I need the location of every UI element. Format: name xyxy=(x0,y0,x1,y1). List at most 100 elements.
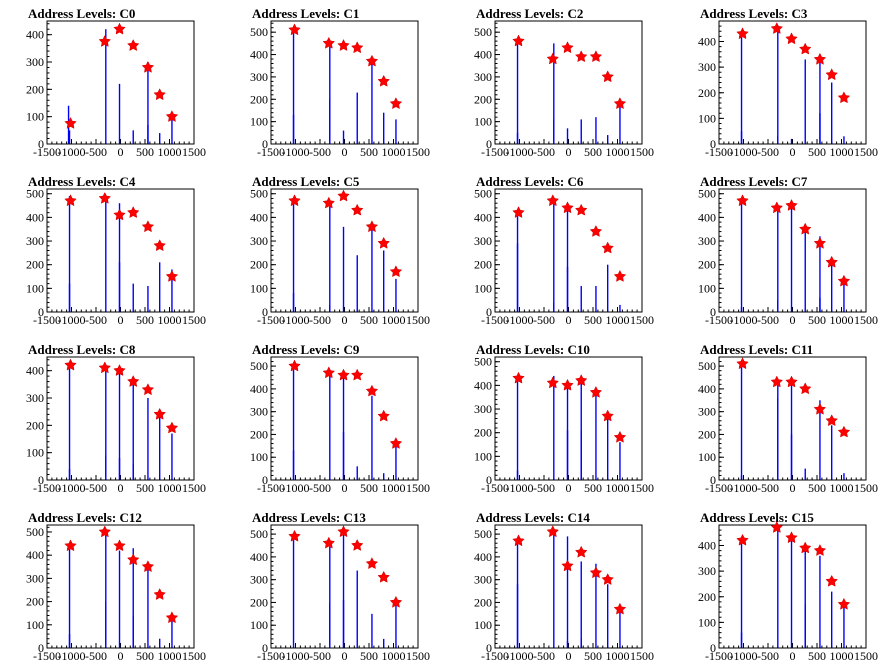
x-tick-label: -1000 xyxy=(282,649,310,663)
x-tick-label: 500 xyxy=(360,481,378,495)
x-tick-label: 500 xyxy=(136,649,154,663)
y-tick-label: 0 xyxy=(486,137,492,151)
y-tick-label: 200 xyxy=(474,426,492,440)
y-tick-label: 500 xyxy=(474,527,492,541)
x-tick-label: -1500 xyxy=(33,649,61,663)
peak-marker xyxy=(561,378,574,391)
chart-panel: Address Levels: C8 0 100 200 300 400 -1500 -100… xyxy=(0,336,224,504)
x-tick-label: 1000 xyxy=(158,481,182,495)
y-tick-label: 100 xyxy=(698,281,716,295)
x-tick-label: 1000 xyxy=(382,481,406,495)
y-tick-label: 300 xyxy=(26,234,44,248)
x-tick-label: 1500 xyxy=(630,313,654,327)
x-tick-label: 0 xyxy=(342,145,348,159)
peak-marker xyxy=(837,91,851,104)
x-tick-label: -500 xyxy=(533,481,555,495)
y-tick-label: 400 xyxy=(250,382,268,396)
chart-svg: Address Levels: C20100200300400500-1500-… xyxy=(474,6,654,159)
y-tick-label: 300 xyxy=(250,573,268,587)
y-tick-label: 200 xyxy=(26,418,44,432)
x-tick-label: 500 xyxy=(360,649,378,663)
y-tick-label: 500 xyxy=(474,187,492,201)
y-tick-label: 400 xyxy=(26,28,44,42)
chart-svg: Address Levels: C15 0 100 200 300 400 -1500-10… xyxy=(698,510,878,663)
peak-marker xyxy=(377,409,390,422)
y-tick-label: 400 xyxy=(698,210,716,224)
peak-marker xyxy=(126,39,140,51)
y-tick-label: 200 xyxy=(250,427,268,441)
x-tick-label: -1000 xyxy=(282,313,310,327)
y-tick-label: 200 xyxy=(26,595,44,609)
chart-panel: Address Levels: C15 0 100 200 300 400 -1500 -10… xyxy=(672,504,896,672)
y-tick-label: 400 xyxy=(26,210,44,224)
chart-title: Address Levels: C3 xyxy=(700,6,808,21)
chart-svg: Address Levels: C14 0 100 200 300 400 500 -1500… xyxy=(474,510,654,663)
peak-marker xyxy=(322,36,336,49)
x-tick-label: -1500 xyxy=(257,649,285,663)
x-tick-label: -1500 xyxy=(481,313,509,327)
x-tick-label: -1500 xyxy=(33,481,61,495)
x-tick-label: 500 xyxy=(136,313,154,327)
peak-marker xyxy=(389,595,403,608)
peak-marker xyxy=(736,27,749,40)
x-tick-label: -1000 xyxy=(730,145,758,159)
x-tick-label: 1500 xyxy=(182,145,206,159)
chart-svg: Address Levels: C8 0 100 200 300 400 -1500-100… xyxy=(26,342,206,495)
x-tick-label: 0 xyxy=(790,649,796,663)
x-tick-label: 1500 xyxy=(182,649,206,663)
peak-marker xyxy=(574,50,588,63)
peak-marker xyxy=(350,41,364,54)
peak-marker xyxy=(601,241,614,254)
peak-marker xyxy=(141,220,155,233)
peak-marker xyxy=(561,201,574,214)
y-tick-label: 200 xyxy=(474,258,492,272)
y-tick-label: 300 xyxy=(698,234,716,248)
peak-marker xyxy=(613,430,627,443)
peak-marker xyxy=(141,560,155,573)
y-tick-label: 500 xyxy=(26,187,44,201)
y-tick-label: 400 xyxy=(26,548,44,562)
chart-title: Address Levels: C8 xyxy=(28,342,136,357)
x-tick-label: -1000 xyxy=(58,313,86,327)
x-tick-label: -1500 xyxy=(257,313,285,327)
peak-marker xyxy=(613,97,627,110)
x-tick-label: -500 xyxy=(309,313,331,327)
y-tick-label: 200 xyxy=(26,258,44,272)
x-tick-label: 500 xyxy=(136,481,154,495)
peak-marker xyxy=(798,541,812,554)
chart-svg: Address Levels: C40100200300400500-1500-… xyxy=(26,174,206,327)
peak-marker xyxy=(377,236,390,249)
x-tick-label: 500 xyxy=(584,313,602,327)
peak-marker xyxy=(512,206,525,218)
peak-marker xyxy=(546,52,560,65)
y-tick-label: 300 xyxy=(250,70,268,84)
peak-marker xyxy=(837,597,851,610)
chart-title: Address Levels: C13 xyxy=(252,510,366,525)
y-tick-label: 200 xyxy=(250,92,268,106)
peak-marker xyxy=(141,60,155,73)
x-tick-label: -1000 xyxy=(506,313,534,327)
x-tick-label: 1000 xyxy=(382,649,406,663)
peak-marker xyxy=(813,544,827,556)
x-tick-label: 500 xyxy=(360,145,378,159)
peak-marker xyxy=(798,382,812,395)
y-tick-label: 0 xyxy=(38,473,44,487)
y-tick-label: 100 xyxy=(474,449,492,463)
x-tick-label: -500 xyxy=(85,481,107,495)
y-tick-label: 0 xyxy=(262,641,268,655)
peak-marker xyxy=(165,611,179,624)
peak-marker xyxy=(337,39,350,51)
chart-title: Address Levels: C2 xyxy=(476,6,583,21)
y-tick-label: 0 xyxy=(486,305,492,319)
chart-svg: Address Levels: C10100200300400500-1500-… xyxy=(250,6,430,159)
peak-marker xyxy=(165,421,179,434)
x-tick-label: 1000 xyxy=(830,313,854,327)
x-tick-label: -1000 xyxy=(730,649,758,663)
peak-marker xyxy=(512,371,525,384)
x-tick-label: -1000 xyxy=(282,145,310,159)
x-tick-label: 0 xyxy=(342,481,348,495)
chart-panel: Address Levels: C11 0 100 200 300 400 500 -1500… xyxy=(672,336,896,504)
peak-marker xyxy=(785,32,798,45)
peak-marker xyxy=(113,22,126,35)
